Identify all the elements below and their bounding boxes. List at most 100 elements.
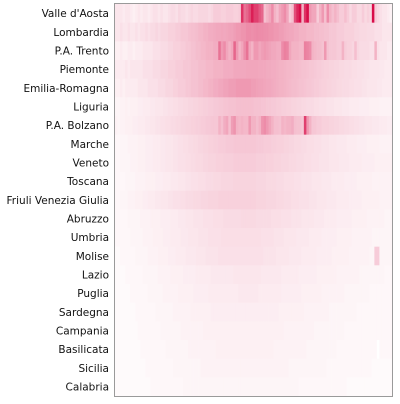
heatmap-cell [261, 135, 264, 154]
heatmap-cell [188, 377, 191, 396]
heatmap-cell [183, 97, 186, 116]
heatmap-cell [231, 23, 234, 42]
heatmap-cell [196, 359, 199, 378]
heatmap-cell [352, 97, 355, 116]
heatmap-cell [231, 303, 234, 322]
heatmap-cell [299, 377, 302, 396]
heatmap-cell [294, 97, 297, 116]
heatmap-cell [203, 265, 206, 284]
heatmap-cell [241, 247, 244, 266]
heatmap-cell [362, 284, 365, 303]
heatmap-cell [158, 340, 161, 359]
heatmap-cell [367, 228, 370, 247]
heatmap-cell [246, 191, 249, 210]
heatmap-cell [115, 247, 118, 266]
heatmap-cell [150, 4, 153, 23]
heatmap-cell [256, 359, 259, 378]
heatmap-cell [377, 209, 380, 228]
heatmap-cell [165, 116, 168, 135]
heatmap-cell [389, 303, 392, 322]
heatmap-cell [357, 265, 360, 284]
heatmap-cell [309, 60, 312, 79]
heatmap-cell [193, 135, 196, 154]
heatmap-cell [319, 321, 322, 340]
heatmap-cell [286, 321, 289, 340]
heatmap-cell [218, 359, 221, 378]
heatmap-cell [301, 23, 304, 42]
heatmap-cell [138, 321, 141, 340]
heatmap-cell [140, 228, 143, 247]
heatmap-cell [372, 265, 375, 284]
heatmap-cell [352, 284, 355, 303]
heatmap-cell [236, 116, 239, 135]
heatmap-cell [389, 41, 392, 60]
heatmap-cell [256, 23, 259, 42]
heatmap-cell [294, 116, 297, 135]
heatmap-cell [387, 340, 390, 359]
heatmap-cell [344, 172, 347, 191]
heatmap-cell [256, 284, 259, 303]
heatmap-cell [221, 303, 224, 322]
heatmap-cell [183, 79, 186, 98]
heatmap-cell [284, 23, 287, 42]
heatmap-cell [133, 60, 136, 79]
heatmap-cell [289, 247, 292, 266]
heatmap-cell [314, 377, 317, 396]
heatmap-cell [241, 284, 244, 303]
heatmap-cell [281, 228, 284, 247]
heatmap-cell [198, 97, 201, 116]
heatmap-cell [213, 41, 216, 60]
heatmap-cell [311, 191, 314, 210]
heatmap-cell [165, 359, 168, 378]
heatmap-cell [223, 79, 226, 98]
heatmap-cell [236, 265, 239, 284]
heatmap-cell [324, 172, 327, 191]
heatmap-cell [193, 228, 196, 247]
heatmap-cell [243, 172, 246, 191]
heatmap-cell [311, 135, 314, 154]
heatmap-cell [158, 265, 161, 284]
heatmap-cell [125, 247, 128, 266]
heatmap-cell [238, 340, 241, 359]
heatmap-cell [369, 97, 372, 116]
heatmap-cell [347, 377, 350, 396]
heatmap-cell [352, 359, 355, 378]
heatmap-cell [163, 79, 166, 98]
heatmap-cell [221, 79, 224, 98]
heatmap-cell [389, 284, 392, 303]
heatmap-cell [246, 41, 249, 60]
heatmap-cell [183, 41, 186, 60]
heatmap-cell [349, 60, 352, 79]
heatmap-cell [337, 41, 340, 60]
heatmap-cell [188, 79, 191, 98]
heatmap-cell [128, 247, 131, 266]
heatmap-cell [160, 377, 163, 396]
heatmap-cell [364, 153, 367, 172]
heatmap-cell [294, 23, 297, 42]
heatmap-cell [243, 265, 246, 284]
heatmap-cell [163, 377, 166, 396]
heatmap-cell [158, 153, 161, 172]
heatmap-cell [115, 377, 118, 396]
heatmap-cell [241, 97, 244, 116]
heatmap-cell [357, 284, 360, 303]
heatmap-cell [269, 340, 272, 359]
heatmap-cell [357, 79, 360, 98]
heatmap-cell [203, 116, 206, 135]
heatmap-cell [175, 172, 178, 191]
heatmap-cell [218, 97, 221, 116]
heatmap-cell [319, 153, 322, 172]
heatmap-cell [334, 265, 337, 284]
heatmap-cell [216, 321, 219, 340]
heatmap-cell [329, 209, 332, 228]
heatmap-cell [178, 340, 181, 359]
heatmap-cell [342, 247, 345, 266]
heatmap-cell [115, 135, 118, 154]
heatmap-cell [379, 172, 382, 191]
heatmap-cell [284, 60, 287, 79]
heatmap-cell [271, 247, 274, 266]
heatmap-cell [314, 23, 317, 42]
heatmap-cell [180, 228, 183, 247]
heatmap-cell [211, 79, 214, 98]
heatmap-cell [251, 321, 254, 340]
